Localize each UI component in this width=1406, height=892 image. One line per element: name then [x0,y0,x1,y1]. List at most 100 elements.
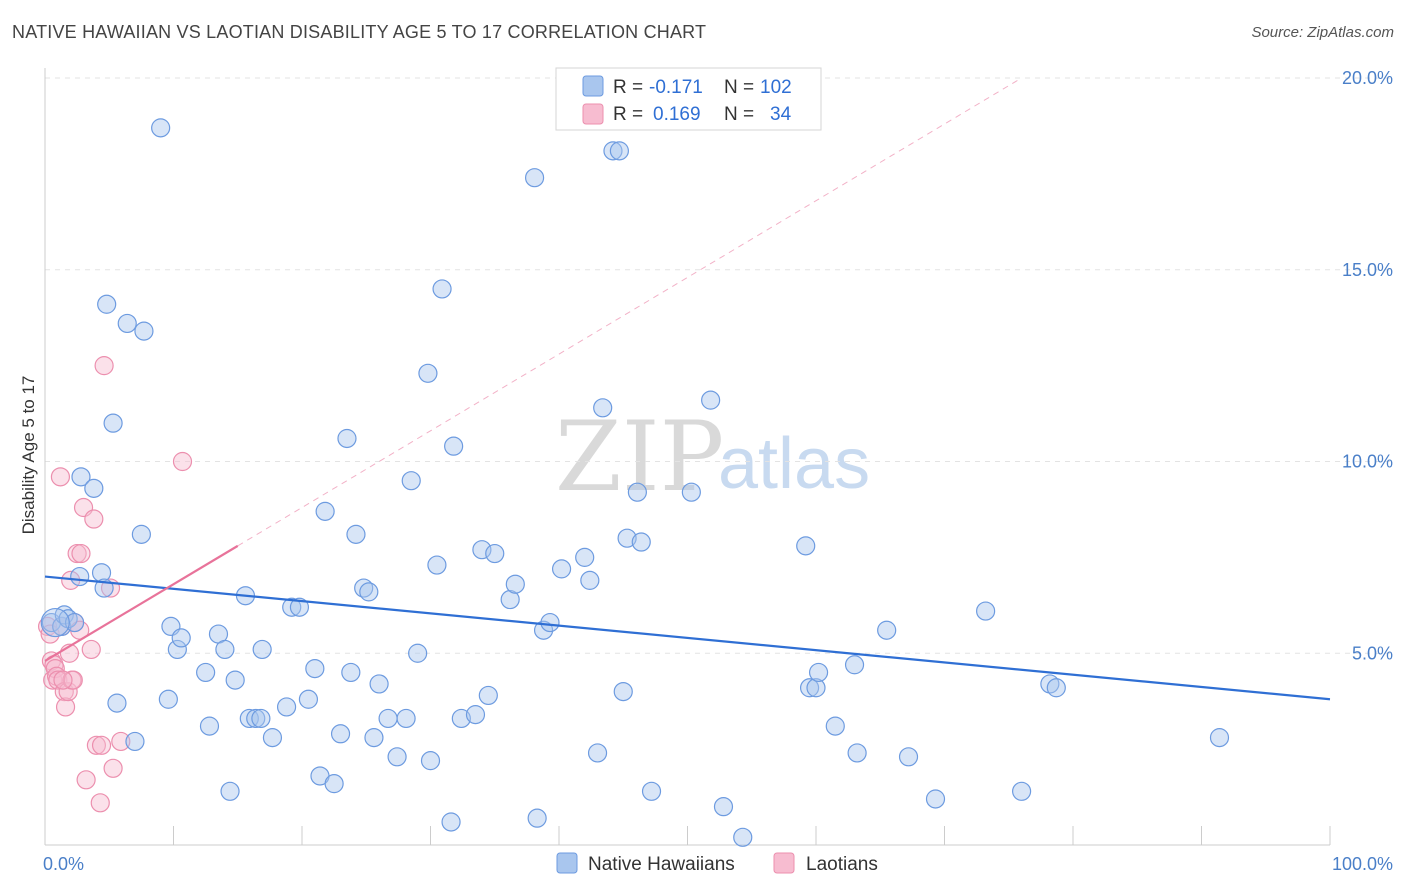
native-hawaiian-point [806,678,826,698]
laotian-point [55,697,76,717]
laotian-point [111,731,131,752]
laotian-point [91,735,112,755]
native-hawaiian-point [420,751,441,771]
native-hawaiian-point [898,747,919,767]
legend: R = -0.171 N = 102 R = 0.169 N = 34 [555,67,822,131]
native-hawaiian-point [330,724,351,744]
x-tick-label: 100.0% [1332,854,1393,874]
native-hawaiian-point [84,478,104,498]
native-hawaiian-point [540,612,560,633]
native-hawaiian-point [289,597,310,617]
native-hawaiian-point [107,693,127,713]
chart-title: NATIVE HAWAIIAN VS LAOTIAN DISABILITY AG… [12,22,707,42]
laotian-point [37,616,58,637]
native-hawaiian-point [199,716,220,736]
watermark: ZIP atlas [555,401,870,513]
native-hawaiian-point [103,413,123,433]
native-hawaiian-point [282,597,302,617]
native-hawaiian-point [252,639,272,660]
legend-n-label-laotian: N = [724,104,754,125]
bottom-legend-native-label: Native Hawaiians [588,854,735,875]
source-label: Source: ZipAtlas.com [1251,24,1394,41]
native-hawaiian-point [587,743,608,763]
native-hawaiian-point [158,689,178,709]
native-hawaiian-point [976,601,996,621]
laotian-point [81,639,101,660]
native-hawaiian-point [215,639,235,660]
native-hawaiian-point [134,321,154,341]
native-hawaiian-trend-line [44,575,1331,701]
y-tick-label: 10.0% [1342,452,1393,472]
native-hawaiian-point [877,620,897,640]
legend-r-value-native: -0.171 [649,77,703,98]
laotian-point [90,793,110,813]
native-hawaiian-point [478,685,498,706]
native-hawaiian-point [246,708,266,729]
native-hawaiian-point [387,747,407,767]
laotian-point [63,670,83,690]
native-hawaiian-point [418,363,438,383]
native-hawaiian-point [808,662,829,683]
native-hawaiian-point [427,555,447,575]
native-hawaiian-point [70,566,90,587]
native-hawaiian-point [359,582,379,602]
native-hawaiian-point [251,708,271,729]
native-hawaiian-point [196,662,216,683]
y-tick-label: 5.0% [1352,643,1393,663]
laotian-point [76,770,96,790]
native-hawaiian-point [796,536,816,556]
laotian-point [58,681,78,702]
native-hawaiian-point [262,728,283,748]
laotian-point [172,451,193,472]
native-hawaiian-point [64,612,85,633]
native-hawaiian-point [613,681,633,702]
native-hawaiian-point [1046,678,1066,698]
native-hawaiian-point [171,628,191,648]
native-hawaiian-point [472,540,492,560]
legend-swatch-laotian [582,103,604,125]
native-hawaiian-point [631,532,651,552]
native-hawaiian-point-large [40,607,70,638]
native-hawaiian-point [125,731,145,752]
native-hawaiian-point [97,294,117,314]
native-hawaiian-point [220,781,240,801]
native-hawaiian-point [681,482,701,502]
native-hawaiian-point [396,708,416,729]
native-hawaiian-point [305,658,325,679]
laotian-point [50,467,71,487]
tick-labels: 5.0% 10.0% 15.0% 20.0% 0.0% 100.0% [43,68,1393,874]
native-hawaiian-point [408,643,428,663]
native-hawaiian-point [485,543,505,564]
native-hawaiian-point [593,398,613,418]
bottom-legend-swatch-laotian [773,852,795,874]
native-hawaiian-point [580,570,600,590]
laotian-point [71,543,91,564]
native-hawaiian-point [603,141,623,161]
x-tick-label: 0.0% [43,854,84,874]
native-hawaiian-point [701,390,721,410]
native-hawaiian-point [524,168,545,188]
bottom-legend: Native Hawaiians Laotians [556,852,878,875]
grid [45,77,1395,654]
native-hawaiian-point [225,670,245,690]
native-hawaiian-point [298,689,319,709]
bottom-legend-swatch-native [556,852,578,874]
native-hawaiian-point [527,808,547,828]
native-hawaiian-point [1011,781,1032,801]
native-hawaiian-point [444,436,464,456]
y-axis-title: Disability Age 5 to 17 [19,376,38,535]
native-hawaiian-point [364,728,384,748]
laotian-trend-line [44,544,239,662]
legend-r-label-native: R = [613,77,643,98]
native-hawaiian-point [617,528,637,548]
bottom-legend-laotian-label: Laotians [806,854,878,875]
native-hawaiian-point [71,467,91,487]
native-hawaiian-point [713,797,734,817]
native-hawaiian-point [799,678,820,698]
native-hawaiian-point [451,708,471,729]
laotian-point [84,509,104,529]
native-hawaiian-point [354,578,374,598]
native-hawaiian-point [239,708,259,729]
native-hawaiian-point [324,774,344,794]
